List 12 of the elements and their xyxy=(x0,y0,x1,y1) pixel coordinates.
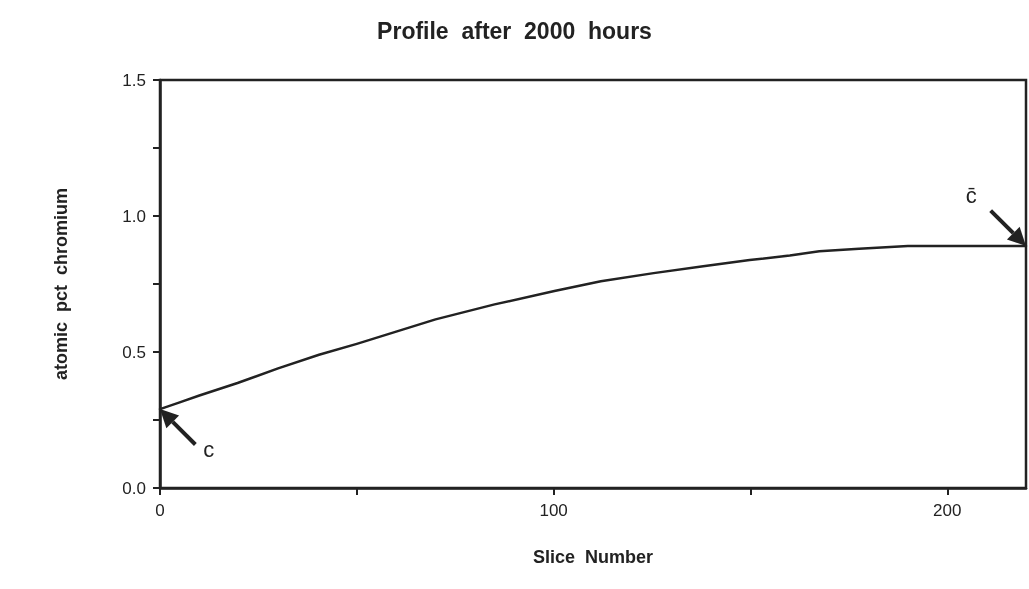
x-tick-label: 200 xyxy=(933,501,962,520)
annotation: c̄ xyxy=(965,182,977,209)
y-tick-label: 1.5 xyxy=(122,70,146,90)
x-axis-title: Slice Number xyxy=(532,547,654,567)
chart-title: Profile after 2000 hours xyxy=(377,17,652,44)
y-tick-label: 1.0 xyxy=(122,206,146,226)
annotation: c xyxy=(203,437,215,464)
y-axis-title: atomic pct chromium xyxy=(51,187,71,381)
x-tick-label: 0 xyxy=(155,501,165,520)
x-tick-label: 100 xyxy=(539,501,568,520)
y-tick-label: 0.0 xyxy=(122,478,146,498)
y-tick-label: 0.5 xyxy=(122,342,146,362)
